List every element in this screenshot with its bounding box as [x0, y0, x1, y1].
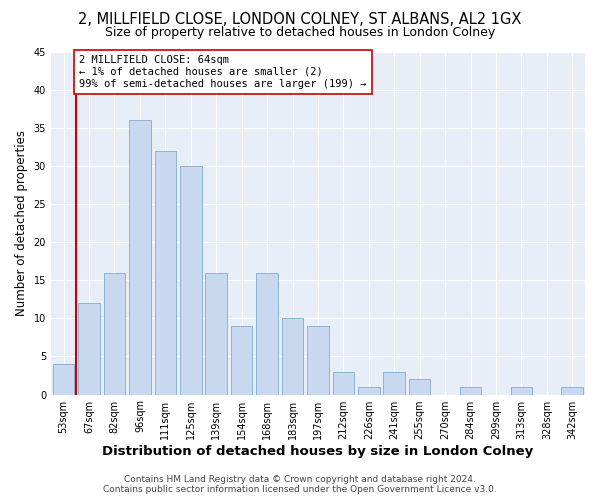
Bar: [511, 387, 532, 394]
Bar: [409, 380, 430, 394]
Bar: [205, 272, 227, 394]
Y-axis label: Number of detached properties: Number of detached properties: [15, 130, 28, 316]
Bar: [383, 372, 405, 394]
Bar: [129, 120, 151, 394]
Bar: [53, 364, 74, 394]
Bar: [256, 272, 278, 394]
Text: Size of property relative to detached houses in London Colney: Size of property relative to detached ho…: [105, 26, 495, 39]
Bar: [282, 318, 304, 394]
Text: 2 MILLFIELD CLOSE: 64sqm
← 1% of detached houses are smaller (2)
99% of semi-det: 2 MILLFIELD CLOSE: 64sqm ← 1% of detache…: [79, 56, 367, 88]
Bar: [231, 326, 253, 394]
Bar: [155, 150, 176, 394]
Bar: [104, 272, 125, 394]
Bar: [78, 303, 100, 394]
Text: 2, MILLFIELD CLOSE, LONDON COLNEY, ST ALBANS, AL2 1GX: 2, MILLFIELD CLOSE, LONDON COLNEY, ST AL…: [79, 12, 521, 28]
Bar: [332, 372, 354, 394]
Bar: [562, 387, 583, 394]
Text: Contains HM Land Registry data © Crown copyright and database right 2024.
Contai: Contains HM Land Registry data © Crown c…: [103, 474, 497, 494]
Bar: [180, 166, 202, 394]
Bar: [460, 387, 481, 394]
Bar: [358, 387, 380, 394]
Bar: [307, 326, 329, 394]
X-axis label: Distribution of detached houses by size in London Colney: Distribution of detached houses by size …: [103, 444, 533, 458]
